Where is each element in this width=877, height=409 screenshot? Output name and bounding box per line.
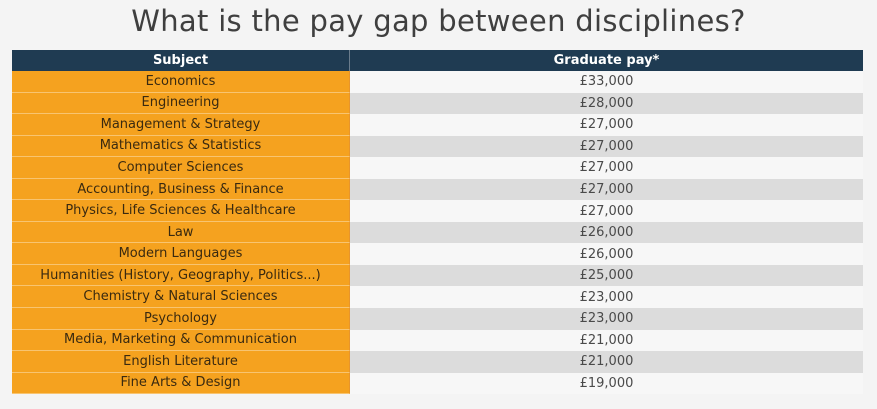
table-row: Psychology £23,000 — [12, 308, 863, 330]
pay-cell: £27,000 — [350, 135, 863, 158]
table-row: Chemistry & Natural Sciences £23,000 — [12, 286, 863, 309]
table-row: Accounting, Business & Finance £27,000 — [12, 178, 863, 201]
pay-cell: £23,000 — [350, 308, 863, 330]
table-row: Modern Languages £26,000 — [12, 243, 863, 265]
table-header: Subject Graduate pay* — [12, 50, 863, 71]
subject-cell: Fine Arts & Design — [12, 372, 350, 395]
subject-cell: Psychology — [12, 308, 350, 330]
subject-cell: Chemistry & Natural Sciences — [12, 286, 350, 309]
table-row: Engineering £28,000 — [12, 92, 863, 115]
pay-table: Subject Graduate pay* Economics £33,000 En… — [12, 50, 863, 395]
table-row: Management & Strategy £27,000 — [12, 114, 863, 136]
pay-cell: £25,000 — [350, 264, 863, 287]
subject-cell: Engineering — [12, 92, 350, 115]
pay-cell: £28,000 — [350, 92, 863, 115]
subject-cell: Media, Marketing & Communication — [12, 329, 350, 352]
pay-cell: £19,000 — [350, 372, 863, 395]
table-row: Humanities (History, Geography, Politics… — [12, 264, 863, 287]
table-row: Computer Sciences £27,000 — [12, 157, 863, 179]
pay-cell: £33,000 — [350, 71, 863, 93]
pay-cell: £21,000 — [350, 351, 863, 373]
table-row: Physics, Life Sciences & Healthcare £27,0… — [12, 200, 863, 222]
page-title: What is the pay gap between disciplines? — [131, 4, 746, 38]
subject-cell: Accounting, Business & Finance — [12, 178, 350, 201]
table-row: Mathematics & Statistics £27,000 — [12, 135, 863, 158]
pay-cell: £27,000 — [350, 114, 863, 136]
pay-cell: £27,000 — [350, 178, 863, 201]
pay-cell: £27,000 — [350, 200, 863, 222]
table-row: Economics £33,000 — [12, 71, 863, 93]
table-body: Economics £33,000 Engineering £28,000 Manage… — [12, 71, 863, 395]
table-row: English Literature £21,000 — [12, 351, 863, 373]
pay-cell: £26,000 — [350, 243, 863, 265]
pay-cell: £23,000 — [350, 286, 863, 309]
subject-cell: Mathematics & Statistics — [12, 135, 350, 158]
subject-cell: Humanities (History, Geography, Politics… — [12, 264, 350, 287]
pay-cell: £21,000 — [350, 329, 863, 352]
header-subject: Subject — [12, 50, 350, 71]
header-graduate-pay: Graduate pay* — [553, 53, 660, 68]
table-row: Law £26,000 — [12, 221, 863, 244]
table-row: Media, Marketing & Communication £21,000 — [12, 329, 863, 352]
pay-cell: £27,000 — [350, 157, 863, 179]
subject-cell: Modern Languages — [12, 243, 350, 265]
subject-cell: Economics — [12, 71, 350, 93]
subject-cell: Physics, Life Sciences & Healthcare — [12, 200, 350, 222]
subject-cell: English Literature — [12, 351, 350, 373]
subject-cell: Law — [12, 221, 350, 244]
subject-cell: Management & Strategy — [12, 114, 350, 136]
table-row: Fine Arts & Design £19,000 — [12, 372, 863, 395]
pay-cell: £26,000 — [350, 221, 863, 244]
subject-cell: Computer Sciences — [12, 157, 350, 179]
